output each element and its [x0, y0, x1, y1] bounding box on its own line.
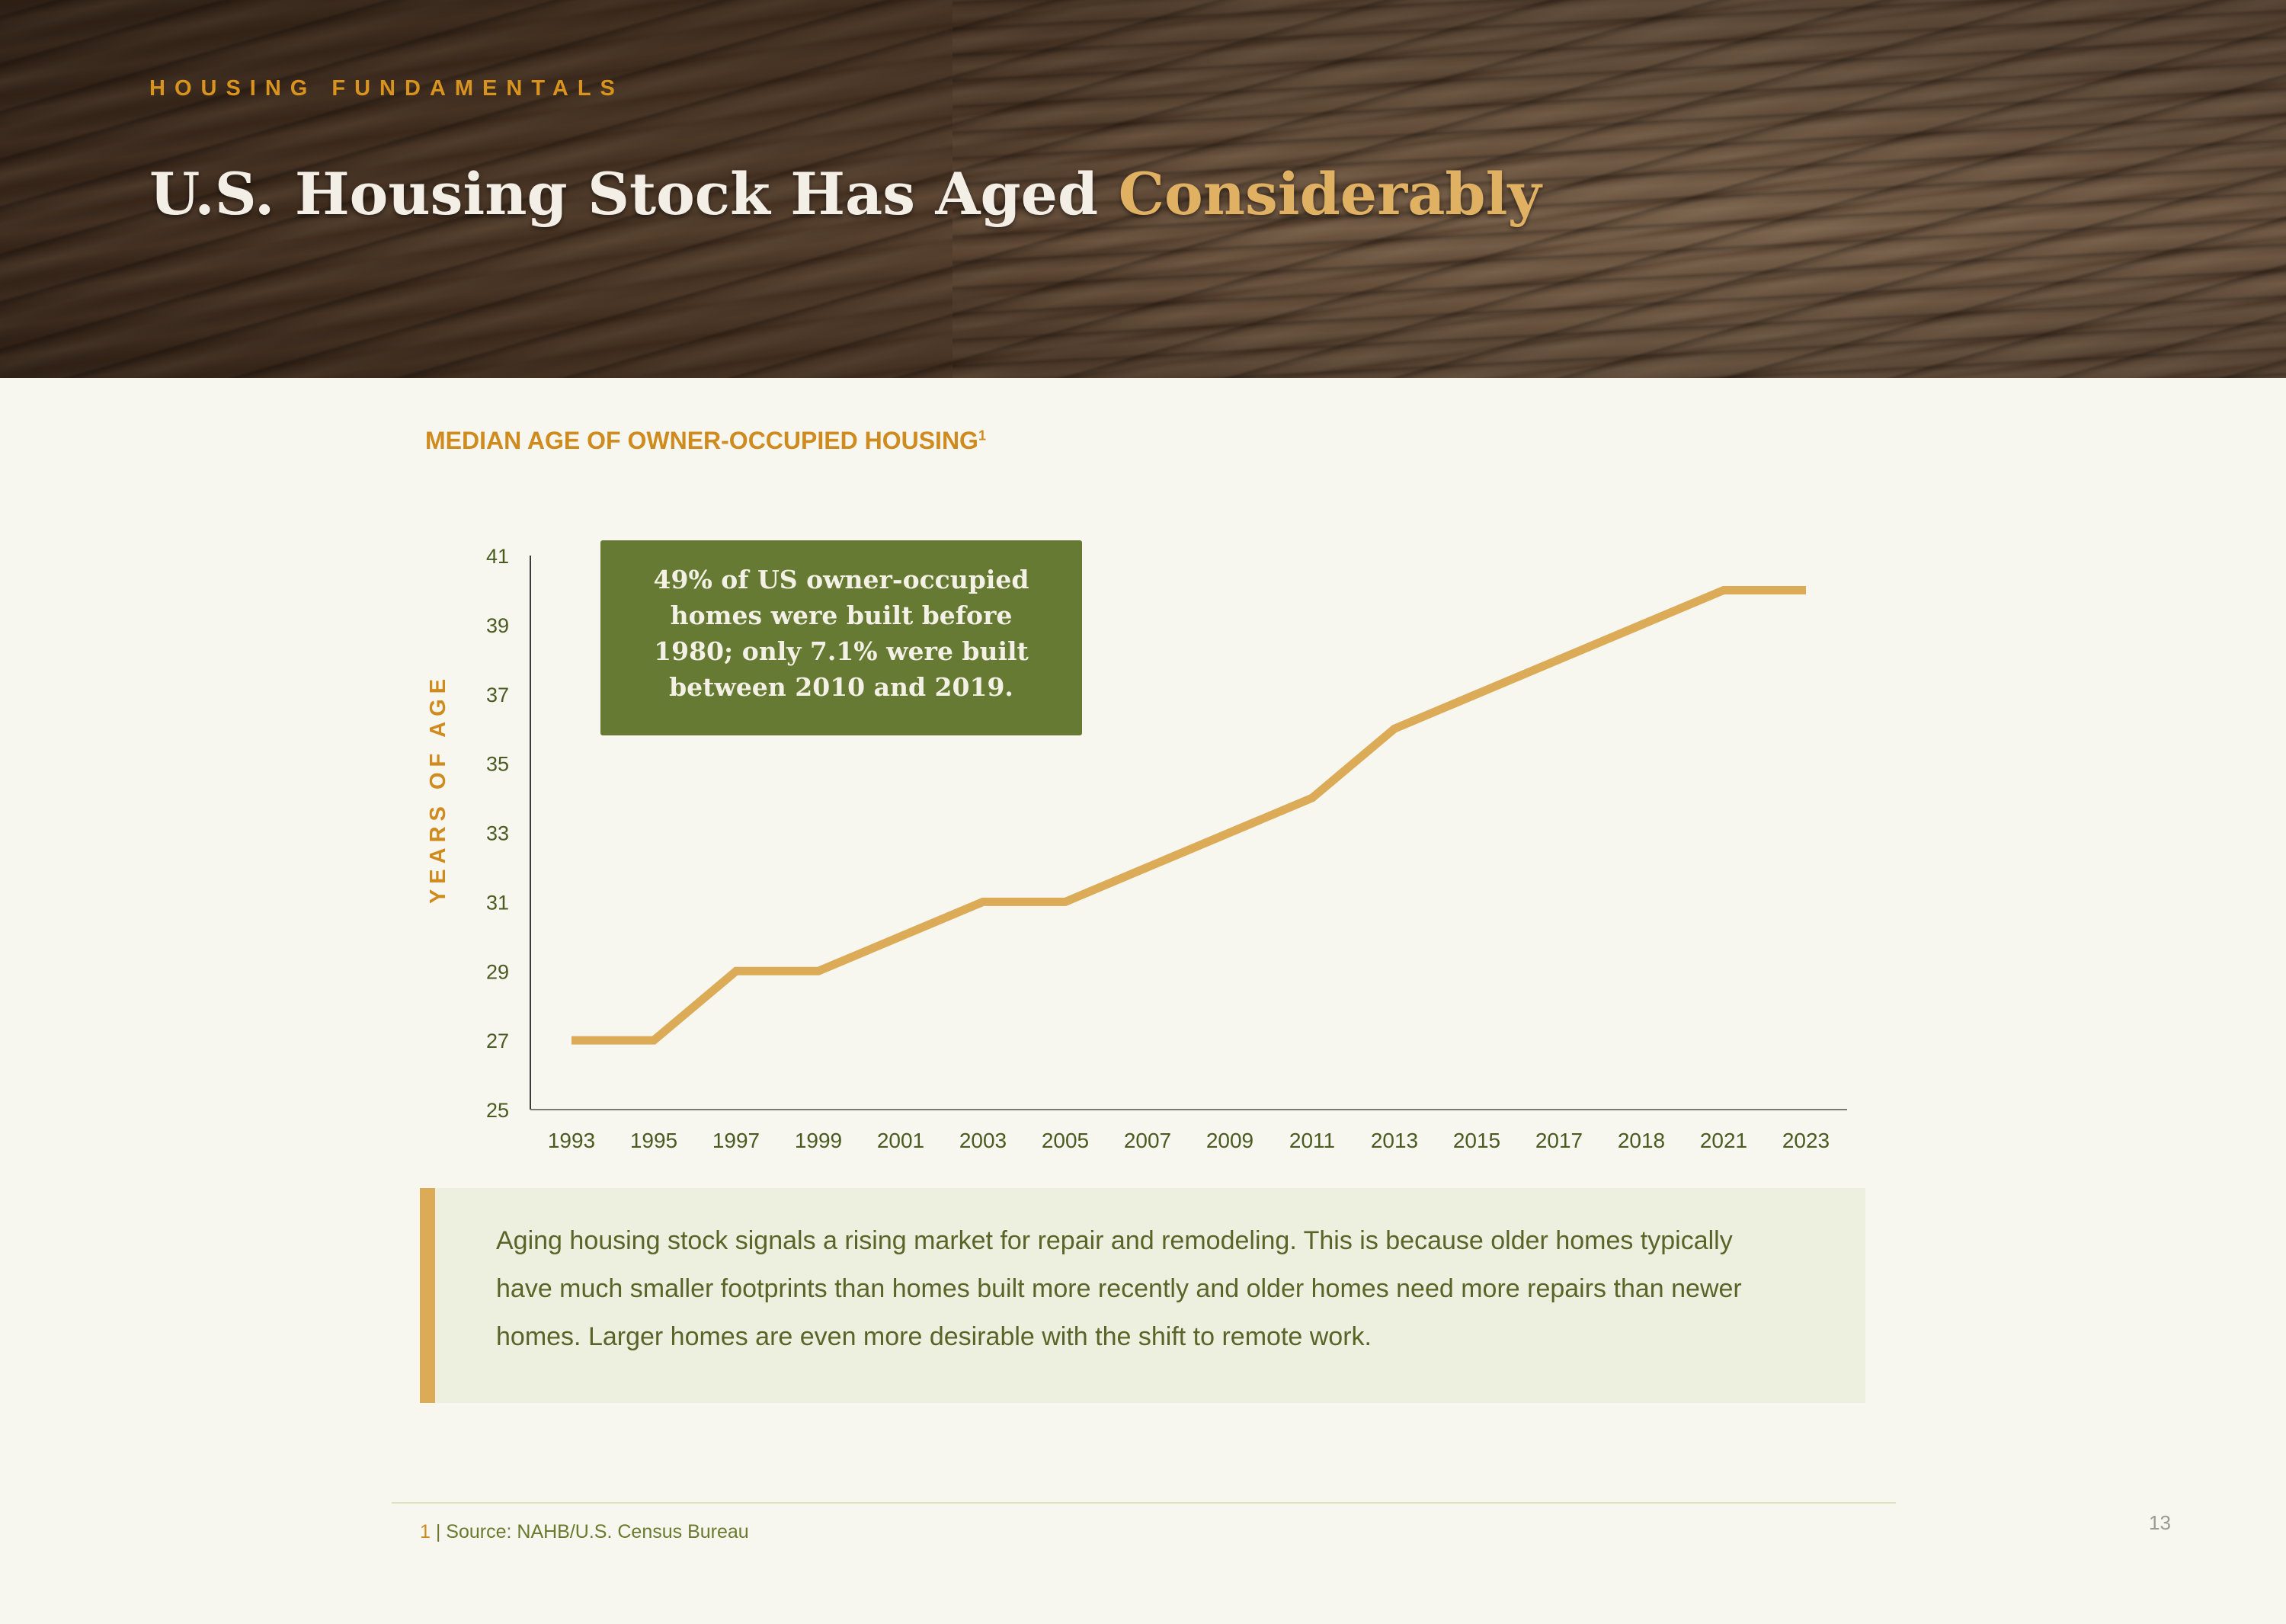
x-tick-label: 2013	[1371, 1129, 1418, 1152]
page-title-main: U.S. Housing Stock Has Aged	[149, 160, 1099, 228]
note-text: Aging housing stock signals a rising mar…	[496, 1226, 1742, 1351]
y-axis: 25 27 29 31 33 35 37 39 41	[486, 545, 531, 1122]
x-tick-label: 1999	[795, 1129, 842, 1152]
x-tick-label: 2015	[1453, 1129, 1500, 1152]
header-banner: HOUSING FUNDAMENTALS U.S. Housing Stock …	[0, 0, 2286, 378]
y-tick-label: 29	[486, 960, 509, 983]
line-chart: 25 27 29 31 33 35 37 39 41 1993 1995 1997 1999 2001 2…	[426, 545, 1847, 1152]
x-tick-label: 2011	[1289, 1129, 1335, 1152]
section-label: HOUSING FUNDAMENTALS	[149, 76, 624, 101]
y-tick-label: 39	[486, 614, 509, 637]
y-tick-label: 31	[486, 891, 509, 914]
y-tick-label: 33	[486, 822, 509, 845]
page-title-accent: Considerably	[1118, 160, 1542, 228]
chart-title-text: MEDIAN AGE OF OWNER-OCCUPIED HOUSING	[425, 427, 978, 454]
callout-box: 49% of US owner-occupied homes were buil…	[600, 540, 1082, 735]
series-line	[572, 585, 1806, 1045]
y-axis-label: YEARS OF AGE	[426, 674, 450, 904]
y-tick-label: 41	[486, 545, 509, 568]
x-tick-label: 1995	[630, 1129, 677, 1152]
chart-title: MEDIAN AGE OF OWNER-OCCUPIED HOUSING1	[425, 427, 986, 455]
y-tick-label: 27	[486, 1030, 509, 1052]
page-number: 13	[2149, 1511, 2171, 1534]
note-box: Aging housing stock signals a rising mar…	[420, 1188, 1865, 1403]
x-tick-label: 2018	[1618, 1129, 1665, 1152]
footer-divider	[392, 1502, 1896, 1504]
y-tick-label: 35	[486, 753, 509, 776]
x-tick-label: 1993	[548, 1129, 595, 1152]
x-tick-label: 2007	[1124, 1129, 1171, 1152]
chart-title-footnote-marker: 1	[978, 428, 986, 444]
footnote-text: | Source: NAHB/U.S. Census Bureau	[430, 1521, 749, 1542]
y-tick-label: 37	[486, 684, 509, 706]
x-tick-label: 2003	[959, 1129, 1007, 1152]
x-tick-label: 2005	[1042, 1129, 1089, 1152]
x-axis: 1993 1995 1997 1999 2001 2003 2005 2007 2009 2011…	[530, 1109, 1847, 1152]
footnote-number: 1	[420, 1521, 431, 1542]
x-tick-label: 2009	[1206, 1129, 1253, 1152]
x-tick-label: 2021	[1700, 1129, 1747, 1152]
footnote: 1 | Source: NAHB/U.S. Census Bureau	[420, 1521, 749, 1543]
page-title: U.S. Housing Stock Has Aged Considerably	[149, 160, 1542, 228]
y-tick-label: 25	[486, 1099, 509, 1122]
x-tick-label: 2001	[877, 1129, 924, 1152]
x-tick-label: 1997	[712, 1129, 760, 1152]
series	[572, 585, 1806, 1045]
x-tick-label: 2017	[1535, 1129, 1583, 1152]
x-tick-label: 2023	[1782, 1129, 1830, 1152]
